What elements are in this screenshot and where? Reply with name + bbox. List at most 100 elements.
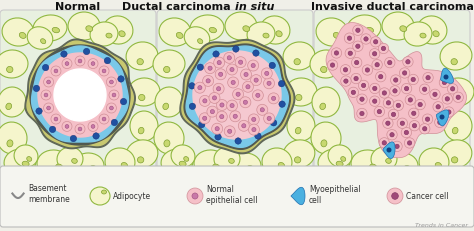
Circle shape	[408, 98, 412, 103]
Circle shape	[382, 91, 387, 96]
Circle shape	[404, 87, 409, 91]
Circle shape	[215, 127, 219, 131]
Circle shape	[447, 84, 458, 95]
Ellipse shape	[179, 161, 186, 167]
Ellipse shape	[386, 153, 418, 179]
Polygon shape	[30, 46, 130, 145]
Circle shape	[386, 148, 392, 153]
Ellipse shape	[283, 140, 315, 168]
Polygon shape	[38, 54, 122, 137]
Circle shape	[357, 94, 367, 105]
Circle shape	[353, 26, 363, 36]
Circle shape	[269, 63, 275, 69]
Circle shape	[401, 128, 411, 138]
Ellipse shape	[90, 187, 110, 205]
Circle shape	[438, 121, 442, 125]
Circle shape	[383, 98, 393, 109]
Circle shape	[436, 105, 440, 109]
Ellipse shape	[19, 33, 26, 39]
Ellipse shape	[126, 140, 158, 168]
Circle shape	[331, 49, 342, 59]
Circle shape	[381, 47, 386, 52]
Circle shape	[386, 101, 391, 106]
Circle shape	[227, 57, 231, 61]
Ellipse shape	[209, 28, 217, 34]
Text: Ductal carcinoma: Ductal carcinoma	[122, 2, 235, 12]
Circle shape	[373, 52, 377, 57]
Circle shape	[104, 58, 110, 64]
Circle shape	[65, 62, 69, 66]
Circle shape	[450, 87, 455, 92]
Circle shape	[272, 97, 276, 101]
Ellipse shape	[285, 79, 317, 106]
Ellipse shape	[154, 122, 184, 154]
Circle shape	[36, 108, 42, 115]
Circle shape	[328, 61, 337, 71]
Ellipse shape	[72, 153, 104, 179]
Circle shape	[233, 115, 237, 119]
Circle shape	[83, 49, 90, 55]
Circle shape	[235, 58, 246, 68]
Ellipse shape	[417, 17, 447, 45]
Ellipse shape	[119, 32, 125, 38]
Ellipse shape	[452, 128, 458, 134]
Text: Adipocyte: Adipocyte	[113, 192, 151, 201]
Circle shape	[365, 69, 370, 73]
Circle shape	[220, 115, 224, 119]
Circle shape	[88, 59, 98, 69]
Circle shape	[278, 81, 285, 88]
Ellipse shape	[433, 32, 439, 38]
Polygon shape	[27, 42, 133, 147]
Circle shape	[375, 72, 386, 82]
Circle shape	[219, 73, 223, 77]
Ellipse shape	[184, 28, 210, 50]
Circle shape	[51, 115, 61, 125]
Circle shape	[387, 188, 403, 204]
Circle shape	[388, 110, 399, 120]
Circle shape	[106, 103, 117, 113]
Circle shape	[91, 62, 95, 66]
Ellipse shape	[400, 27, 407, 32]
Ellipse shape	[128, 79, 160, 106]
Ellipse shape	[316, 19, 348, 47]
Circle shape	[343, 68, 348, 73]
Circle shape	[99, 115, 109, 125]
Circle shape	[442, 81, 447, 85]
Ellipse shape	[194, 150, 228, 178]
Ellipse shape	[366, 28, 374, 34]
Ellipse shape	[153, 51, 185, 79]
Ellipse shape	[420, 34, 426, 39]
Ellipse shape	[451, 157, 458, 163]
Ellipse shape	[198, 40, 203, 45]
Ellipse shape	[386, 159, 392, 164]
Ellipse shape	[442, 79, 474, 106]
Circle shape	[224, 126, 235, 137]
Ellipse shape	[453, 95, 459, 101]
Circle shape	[252, 90, 264, 101]
Circle shape	[419, 85, 430, 95]
Circle shape	[396, 104, 401, 108]
Ellipse shape	[190, 16, 224, 42]
Polygon shape	[193, 52, 281, 139]
Ellipse shape	[72, 159, 77, 164]
Ellipse shape	[419, 148, 449, 176]
Polygon shape	[182, 43, 293, 152]
Circle shape	[379, 88, 390, 99]
Ellipse shape	[287, 112, 315, 141]
Ellipse shape	[105, 148, 135, 176]
Circle shape	[395, 145, 399, 149]
Circle shape	[212, 124, 223, 135]
Circle shape	[397, 119, 408, 129]
Circle shape	[242, 82, 254, 93]
Ellipse shape	[14, 145, 38, 167]
Ellipse shape	[351, 150, 385, 178]
Circle shape	[353, 42, 363, 52]
Circle shape	[224, 53, 235, 64]
Circle shape	[447, 110, 451, 115]
Ellipse shape	[278, 163, 284, 169]
Circle shape	[267, 117, 271, 121]
Ellipse shape	[68, 13, 100, 41]
Circle shape	[78, 60, 82, 64]
Ellipse shape	[276, 32, 282, 38]
Ellipse shape	[260, 17, 290, 45]
